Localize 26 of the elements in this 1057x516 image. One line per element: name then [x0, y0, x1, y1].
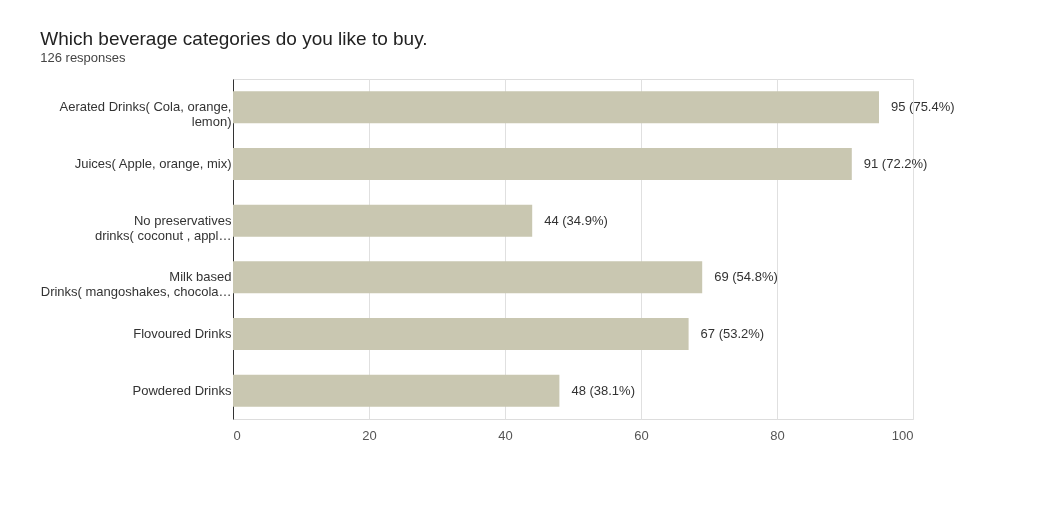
y-tick-label: Aerated Drinks( Cola, orange, lemon) [59, 99, 232, 130]
data-label: 44 (34.9%) [544, 212, 608, 228]
text: 126 responses [40, 50, 127, 65]
data-label: 91 (72.2%) [863, 156, 928, 171]
data-label: 48 (38.1%) [571, 382, 635, 398]
y-tick-label: Powdered Drinks [132, 382, 232, 398]
x-tick-label: 0 [233, 427, 241, 443]
y-tick-label: Flovoured Drinks [133, 326, 232, 341]
bar [233, 91, 879, 124]
x-tick-label: 80 [770, 427, 785, 443]
x-tick-label: 40 [498, 427, 513, 443]
bar [233, 148, 852, 180]
x-tick-label: 60 [634, 427, 649, 443]
x-tick-label: 100 [891, 427, 914, 443]
data-label: 67 (53.2%) [700, 326, 765, 341]
data-label: 95 (75.4%) [891, 99, 955, 115]
data-label: 69 (54.8%) [714, 269, 778, 285]
y-tick-label: Milk based Drinks( mangoshakes, chocola… [40, 269, 232, 300]
y-tick-label: No preservatives drinks( coconut , appl… [94, 212, 232, 243]
bar [233, 318, 689, 350]
bar [233, 204, 533, 237]
chart-title: Which beverage categories do you like to buy. [40, 28, 428, 49]
bar [233, 374, 560, 407]
y-tick-label: Juices( Apple, orange, mix) [74, 156, 232, 171]
bar [233, 261, 703, 294]
x-tick-label: 20 [362, 427, 377, 443]
